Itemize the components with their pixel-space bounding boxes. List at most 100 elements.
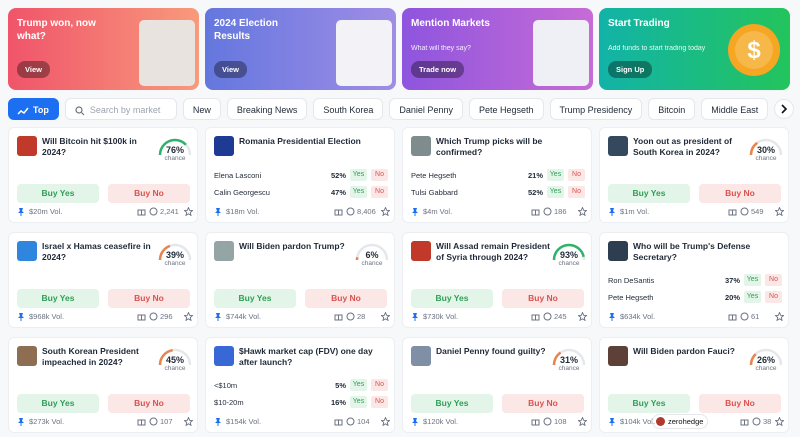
market-card[interactable]: Romania Presidential Election Elena Lasco… bbox=[205, 127, 395, 223]
top-button[interactable]: Top bbox=[8, 98, 59, 120]
banner-button[interactable]: Trade now bbox=[411, 61, 465, 78]
comment-count: 549 bbox=[751, 207, 764, 216]
outcome-no[interactable]: No bbox=[371, 379, 388, 391]
filter-tag[interactable]: Middle East bbox=[701, 98, 769, 120]
chance-label: chance bbox=[164, 365, 186, 372]
market-title[interactable]: $Hawk market cap (FDV) one day after lau… bbox=[239, 346, 373, 367]
market-title[interactable]: Romania Presidential Election bbox=[239, 136, 361, 146]
buy-yes-button[interactable]: Buy Yes bbox=[411, 289, 493, 308]
comment-icon bbox=[740, 312, 749, 321]
market-title[interactable]: Israel x Hamas ceasefire in 2024? bbox=[42, 241, 151, 262]
filter-tag[interactable]: Trump Presidency bbox=[549, 98, 643, 120]
banner-image bbox=[139, 20, 195, 86]
buy-no-button[interactable]: Buy No bbox=[699, 394, 781, 413]
filter-tag[interactable]: Pete Hegseth bbox=[468, 98, 544, 120]
banner-button[interactable]: Sign Up bbox=[608, 61, 653, 78]
market-title[interactable]: South Korean President impeached in 2024… bbox=[42, 346, 139, 367]
volume: $273k Vol. bbox=[29, 417, 65, 426]
outcome-name: Tulsi Gabbard bbox=[411, 188, 458, 197]
volume: $18m Vol. bbox=[226, 207, 260, 216]
buy-no-button[interactable]: Buy No bbox=[108, 184, 190, 203]
outcome-no[interactable]: No bbox=[371, 169, 388, 181]
gauge-track bbox=[355, 243, 389, 261]
outcome-pct: 52% bbox=[527, 188, 543, 197]
market-icon bbox=[17, 346, 37, 366]
star-icon bbox=[184, 207, 193, 216]
market-title[interactable]: Will Biden pardon Fauci? bbox=[633, 346, 735, 356]
filter-tag[interactable]: Daniel Penny bbox=[389, 98, 463, 120]
search-box[interactable]: Search by market bbox=[64, 98, 177, 120]
comment-count: 296 bbox=[160, 312, 173, 321]
banner-button[interactable]: View bbox=[17, 61, 50, 78]
market-card[interactable]: Will Biden pardon Fauci? 26% chance Buy Yes… bbox=[599, 337, 789, 433]
buy-yes-button[interactable]: Buy Yes bbox=[608, 394, 690, 413]
outcome-yes[interactable]: Yes bbox=[744, 274, 761, 286]
outcome-name: $10-20m bbox=[214, 398, 244, 407]
outcome-yes[interactable]: Yes bbox=[744, 291, 761, 303]
market-card[interactable]: Will Assad remain President of Syria thr… bbox=[402, 232, 592, 328]
outcome-yes[interactable]: Yes bbox=[547, 169, 564, 181]
buy-yes-button[interactable]: Buy Yes bbox=[411, 394, 493, 413]
filter-tag[interactable]: Bitcoin bbox=[648, 98, 696, 120]
scroll-arrow[interactable] bbox=[774, 99, 794, 119]
filter-tag[interactable]: South Korea bbox=[313, 98, 384, 120]
buy-no-button[interactable]: Buy No bbox=[108, 289, 190, 308]
outcome-yes[interactable]: Yes bbox=[547, 186, 564, 198]
outcome-no[interactable]: No bbox=[765, 274, 782, 286]
buy-no-button[interactable]: Buy No bbox=[502, 394, 584, 413]
market-card[interactable]: South Korean President impeached in 2024… bbox=[8, 337, 198, 433]
chance-value: 30% bbox=[756, 145, 775, 155]
filter-tag[interactable]: Breaking News bbox=[226, 98, 308, 120]
market-card[interactable]: Israel x Hamas ceasefire in 2024? 39% chan… bbox=[8, 232, 198, 328]
market-card[interactable]: Yoon out as president of South Korea in … bbox=[599, 127, 789, 223]
comment-count: 8,406 bbox=[357, 207, 376, 216]
filter-tag[interactable]: New bbox=[182, 98, 221, 120]
outcome-no[interactable]: No bbox=[568, 186, 585, 198]
buy-no-button[interactable]: Buy No bbox=[305, 289, 387, 308]
market-card[interactable]: $Hawk market cap (FDV) one day after lau… bbox=[205, 337, 395, 433]
outcome-yes[interactable]: Yes bbox=[350, 396, 367, 408]
banner[interactable]: 2024 Election Results View bbox=[205, 8, 396, 90]
outcome-no[interactable]: No bbox=[765, 291, 782, 303]
market-title[interactable]: Daniel Penny found guilty? bbox=[436, 346, 546, 356]
chance-label: chance bbox=[361, 260, 383, 267]
outcome-no[interactable]: No bbox=[568, 169, 585, 181]
banner-button[interactable]: View bbox=[214, 61, 247, 78]
market-title[interactable]: Will Biden pardon Trump? bbox=[239, 241, 345, 251]
outcome-yes[interactable]: Yes bbox=[350, 379, 367, 391]
buy-yes-button[interactable]: Buy Yes bbox=[608, 184, 690, 203]
market-card[interactable]: Which Trump picks will be confirmed? Pete… bbox=[402, 127, 592, 223]
banner[interactable]: Mention Markets What will they say? Trade … bbox=[402, 8, 593, 90]
market-title[interactable]: Who will be Trump's Defense Secretary? bbox=[633, 241, 751, 262]
buy-no-button[interactable]: Buy No bbox=[502, 289, 584, 308]
outcome-no[interactable]: No bbox=[371, 396, 388, 408]
outcome-no[interactable]: No bbox=[371, 186, 388, 198]
comment-icon bbox=[740, 207, 749, 216]
comment-icon bbox=[149, 417, 158, 426]
buy-yes-button[interactable]: Buy Yes bbox=[17, 184, 99, 203]
market-card[interactable]: Will Biden pardon Trump? 6% chance Buy Yes B… bbox=[205, 232, 395, 328]
market-title[interactable]: Yoon out as president of South Korea in … bbox=[633, 136, 733, 157]
market-card[interactable]: Will Bitcoin hit $100k in 2024? 76% chance… bbox=[8, 127, 198, 223]
comment-icon bbox=[346, 207, 355, 216]
gift-icon bbox=[137, 419, 146, 426]
market-title[interactable]: Will Bitcoin hit $100k in 2024? bbox=[42, 136, 137, 157]
buy-no-button[interactable]: Buy No bbox=[108, 394, 190, 413]
volume: $104k Vol. bbox=[620, 417, 656, 426]
buy-no-button[interactable]: Buy No bbox=[699, 184, 781, 203]
buy-yes-button[interactable]: Buy Yes bbox=[17, 289, 99, 308]
market-title[interactable]: Will Assad remain President of Syria thr… bbox=[436, 241, 550, 262]
source-avatar bbox=[656, 417, 665, 426]
market-card[interactable]: Daniel Penny found guilty? 31% chance Buy Y… bbox=[402, 337, 592, 433]
buy-yes-button[interactable]: Buy Yes bbox=[214, 289, 296, 308]
buy-yes-button[interactable]: Buy Yes bbox=[17, 394, 99, 413]
outcome-yes[interactable]: Yes bbox=[350, 186, 367, 198]
volume-icon bbox=[609, 313, 615, 321]
market-title[interactable]: Which Trump picks will be confirmed? bbox=[436, 136, 543, 157]
outcome-yes[interactable]: Yes bbox=[350, 169, 367, 181]
market-card[interactable]: Who will be Trump's Defense Secretary? Ro… bbox=[599, 232, 789, 328]
search-icon bbox=[75, 106, 85, 116]
outcome-row: $10-20m 16% Yes No bbox=[214, 395, 388, 409]
banner[interactable]: Trump won, now what? View bbox=[8, 8, 199, 90]
banner[interactable]: $ Start Trading Add funds to start trading… bbox=[599, 8, 790, 90]
